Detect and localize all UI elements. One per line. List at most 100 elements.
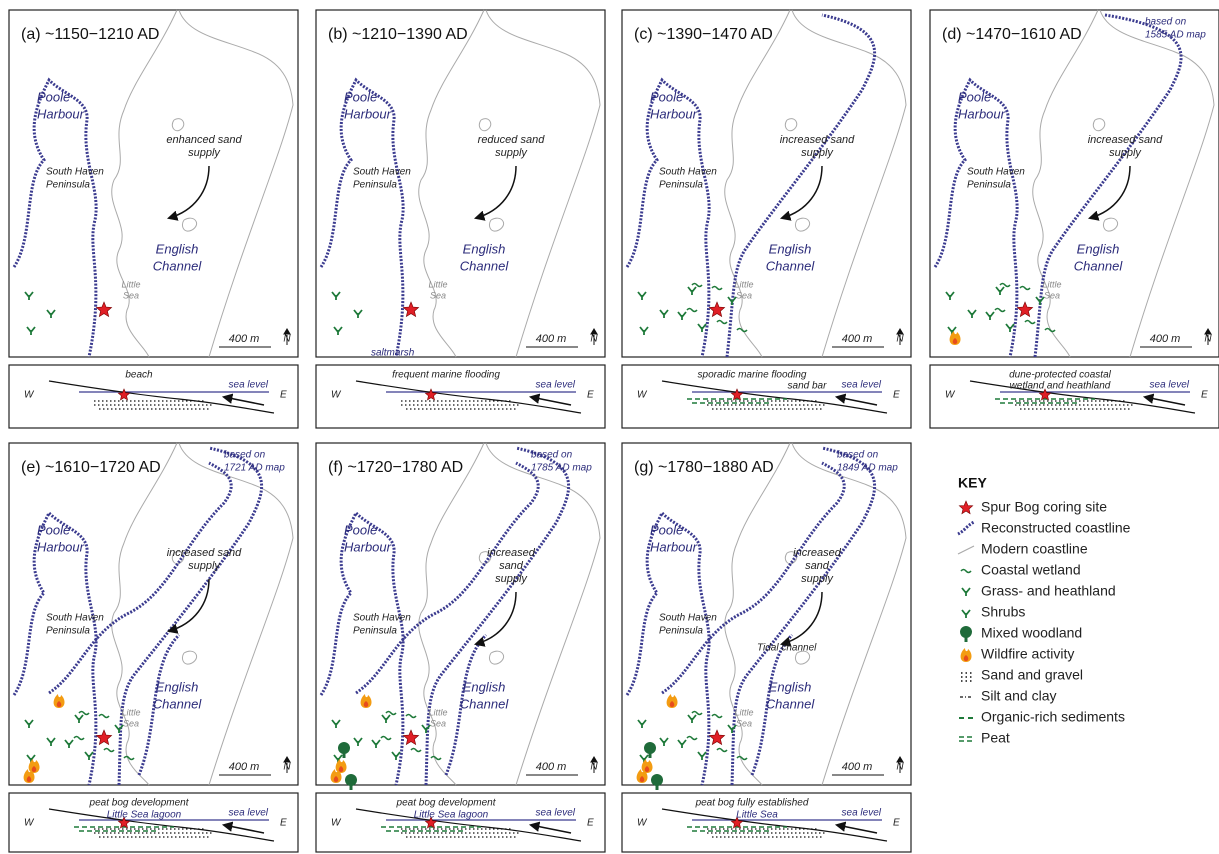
grass-icon [962, 610, 970, 618]
place-label: Harbour [344, 539, 392, 554]
based-on-note: based on [1145, 17, 1187, 28]
section-east: E [587, 818, 594, 829]
key-item: Shrubs [981, 604, 1025, 620]
key-item: Reconstructed coastline [981, 520, 1131, 536]
place-label: Harbour [344, 106, 392, 121]
place-label: Poole [344, 89, 377, 104]
based-on-note: 1721 AD map [224, 463, 285, 474]
key-item: Modern coastline [981, 541, 1088, 557]
little-sea-label: Sea [736, 290, 752, 300]
place-label: English [156, 241, 199, 256]
map-panel: (g) ~1780−1880 ADbased on1849 AD mapPool… [622, 443, 911, 790]
key-symbol [961, 673, 973, 681]
little-sea-label: Little [428, 279, 447, 289]
scale-label: 400 m [229, 761, 260, 773]
place-label: South Haven [46, 613, 104, 624]
place-label: Harbour [958, 106, 1006, 121]
panel-title: (c) ~1390−1470 AD [634, 26, 773, 43]
sand-note: supply [495, 573, 528, 585]
section-feature: Little Sea [736, 810, 778, 821]
key-item: Sand and gravel [981, 667, 1083, 683]
place-label: Peninsula [659, 180, 703, 191]
section-west: W [945, 390, 956, 401]
place-label: English [1077, 241, 1120, 256]
tree-trunk [350, 784, 353, 790]
sand-note: supply [801, 147, 834, 159]
section-west: W [637, 818, 648, 829]
place-label: Harbour [650, 106, 698, 121]
panel-title: (b) ~1210−1390 AD [328, 26, 468, 43]
based-on-note: 1785 AD map [531, 463, 592, 474]
sand-note: supply [495, 147, 528, 159]
panels: (a) ~1150−1210 ADPooleHarbourSouth Haven… [9, 10, 1219, 852]
little-sea-label: Sea [430, 290, 446, 300]
tree-trunk [965, 636, 968, 642]
section-note: peat bog development [396, 798, 497, 809]
sand-note: reduced sand [478, 134, 546, 146]
coring-site [959, 501, 972, 514]
section-west: W [24, 818, 35, 829]
section-east: E [587, 390, 594, 401]
key-item: Wildfire activity [981, 646, 1074, 662]
little-sea-label: Little [734, 707, 753, 717]
sea-level-label: sea level [842, 380, 882, 391]
place-label: South Haven [353, 613, 411, 624]
place-label: English [769, 679, 812, 694]
section-east: E [280, 818, 287, 829]
sand-note: supply [188, 560, 221, 572]
little-sea-label: Little [121, 279, 140, 289]
place-label: Channel [153, 696, 203, 711]
section-note: wetland and heathland [1010, 381, 1111, 392]
sand-note: sand [805, 560, 830, 572]
map-panel: (c) ~1390−1470 ADPooleHarbourSouth Haven… [622, 10, 911, 357]
sand-note: enhanced sand [166, 134, 242, 146]
section-note: beach [125, 370, 153, 381]
panel-title: (f) ~1720−1780 AD [328, 459, 463, 476]
sea-level-label: sea level [1150, 380, 1190, 391]
sand-note: sand [499, 560, 524, 572]
little-sea-label: Sea [430, 718, 446, 728]
section-panel: W Esea level frequent marine flooding [316, 365, 605, 428]
little-sea-label: Sea [736, 718, 752, 728]
little-sea-label: Sea [123, 718, 139, 728]
place-label: Channel [460, 258, 510, 273]
section-east: E [280, 390, 287, 401]
place-label: English [156, 679, 199, 694]
sea-level-label: sea level [536, 808, 576, 819]
key-item: Peat [981, 730, 1010, 746]
place-label: Poole [37, 522, 70, 537]
map-panel: (d) ~1470−1610 ADbased on1585 AD mapPool… [930, 10, 1219, 357]
key: KEYSpur Bog coring siteReconstructed coa… [958, 475, 1131, 746]
little-sea-label: Little [121, 707, 140, 717]
place-label: Peninsula [659, 626, 703, 637]
tree-trunk [656, 784, 659, 790]
place-label: Channel [766, 258, 816, 273]
little-sea-label: Little [428, 707, 447, 717]
based-on-note: based on [224, 450, 266, 461]
scale-label: 400 m [536, 761, 567, 773]
sand-note: increased [487, 547, 536, 559]
section-note: sporadic marine flooding [698, 370, 807, 381]
place-label: Harbour [650, 539, 698, 554]
place-label: English [463, 241, 506, 256]
figure: (a) ~1150−1210 ADPooleHarbourSouth Haven… [0, 0, 1219, 854]
little-sea-label: Little [734, 279, 753, 289]
section-west: W [637, 390, 648, 401]
section-note: peat bog fully established [695, 798, 809, 809]
sand-note: increased sand [167, 547, 242, 559]
key-item: Mixed woodland [981, 625, 1082, 641]
sand-note: supply [1109, 147, 1142, 159]
sea-level-label: sea level [536, 380, 576, 391]
scale-label: 400 m [229, 333, 260, 345]
section-west: W [331, 390, 342, 401]
extra-label: saltmarsh [371, 348, 415, 359]
place-label: Peninsula [46, 180, 90, 191]
place-label: Channel [1074, 258, 1124, 273]
place-label: English [463, 679, 506, 694]
section-note: frequent marine flooding [392, 370, 500, 381]
little-sea-label: Sea [1044, 290, 1060, 300]
